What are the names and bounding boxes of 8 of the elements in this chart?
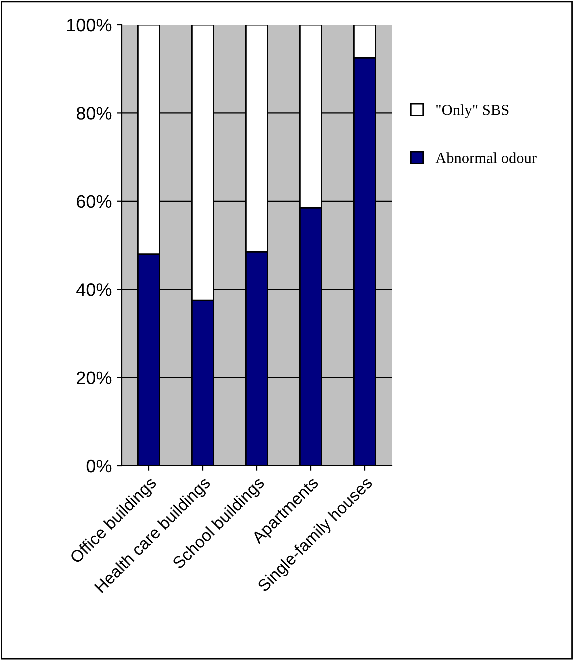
y-tick-label: 100%	[67, 18, 112, 32]
legend-label: Abnormal odour	[436, 152, 537, 164]
y-tick-label: 60%	[77, 195, 112, 208]
legend-label: "Only" SBS	[436, 104, 509, 118]
y-tick-label: 0%	[86, 460, 112, 473]
y-tick-label: 80%	[76, 107, 112, 120]
y-tick-label: 20%	[77, 372, 112, 385]
y-tick-label: 40%	[76, 284, 112, 296]
